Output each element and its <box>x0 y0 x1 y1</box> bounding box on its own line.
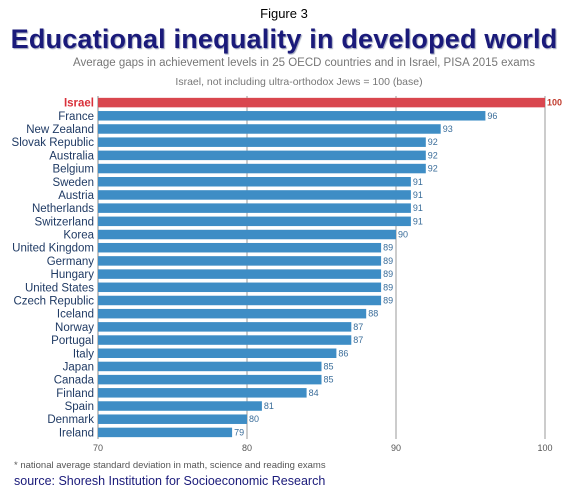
category-label-denmark: Denmark <box>47 414 94 426</box>
x-tick-90: 90 <box>391 443 401 453</box>
value-label-korea: 90 <box>398 230 408 240</box>
bar-belgium <box>98 163 426 174</box>
source-note: source: Shoresh Institution for Socioeco… <box>14 474 326 488</box>
bar-new-zealand <box>98 124 441 134</box>
category-label-israel: Israel <box>64 98 94 110</box>
bar-hungary <box>98 269 382 279</box>
category-label-norway: Norway <box>55 322 94 334</box>
value-labels: 100 96 93 92 92 92 91 91 91 91 90 89 89 89 89 89 88 87 87 8… <box>234 98 562 438</box>
value-label-france: 96 <box>487 111 497 121</box>
bar-switzerland <box>98 216 411 227</box>
bar-iceland <box>98 308 367 319</box>
category-label-japan: Japan <box>63 361 94 373</box>
category-label-italy: Italy <box>73 348 94 360</box>
bar-ireland <box>98 427 233 438</box>
bar-finland <box>98 388 307 398</box>
bar-united-kingdom <box>98 242 382 253</box>
value-label-sweden: 91 <box>413 177 423 187</box>
bar-germany <box>98 256 382 266</box>
category-label-austria: Austria <box>58 190 94 202</box>
bar-spain <box>98 401 262 411</box>
value-label-netherlands: 91 <box>413 203 423 213</box>
bar-italy <box>98 348 337 358</box>
value-label-germany: 89 <box>383 256 393 266</box>
bar-norway <box>98 322 352 332</box>
value-label-belgium: 92 <box>428 164 438 174</box>
value-label-norway: 87 <box>353 322 363 332</box>
x-tick-labels: 70 80 90 100 <box>93 443 553 453</box>
bar-japan <box>98 361 322 372</box>
category-label-iceland: Iceland <box>57 309 94 321</box>
gridlines <box>97 96 546 439</box>
category-label-hungary: Hungary <box>51 269 95 281</box>
value-label-israel: 100 <box>547 98 562 108</box>
category-label-czech-republic: Czech Republic <box>13 295 94 307</box>
bar-sweden <box>98 177 411 187</box>
category-label-belgium: Belgium <box>52 164 94 176</box>
value-label-iceland: 88 <box>368 309 378 319</box>
bar-australia <box>98 150 426 161</box>
bar-austria <box>98 190 411 200</box>
value-label-austria: 91 <box>413 190 423 200</box>
chart-title: Educational inequality in developed worl… <box>10 24 558 54</box>
bar-israel <box>98 97 545 108</box>
category-label-korea: Korea <box>63 230 94 242</box>
category-label-sweden: Sweden <box>52 177 94 189</box>
category-label-netherlands: Netherlands <box>32 203 94 215</box>
category-label-spain: Spain <box>65 401 94 413</box>
bars <box>98 97 545 438</box>
x-tick-70: 70 <box>93 443 103 453</box>
value-label-switzerland: 91 <box>413 216 423 226</box>
value-label-portugal: 87 <box>353 335 363 345</box>
bar-france <box>98 111 486 121</box>
category-label-united-states: United States <box>25 282 94 294</box>
category-label-slovak-republic: Slovak Republic <box>12 137 95 149</box>
x-tick-100: 100 <box>537 443 552 453</box>
value-label-czech-republic: 89 <box>383 295 393 305</box>
value-label-ireland: 79 <box>234 427 244 437</box>
category-label-germany: Germany <box>47 256 95 268</box>
value-label-new-zealand: 93 <box>443 124 453 134</box>
bar-united-states <box>98 282 382 293</box>
x-tick-80: 80 <box>242 443 252 453</box>
footnote: * national average standard deviation in… <box>14 460 326 471</box>
value-label-japan: 85 <box>324 361 334 371</box>
category-label-finland: Finland <box>56 388 94 400</box>
category-label-canada: Canada <box>54 375 95 387</box>
value-label-united-states: 89 <box>383 282 393 292</box>
bar-canada <box>98 374 322 385</box>
value-label-united-kingdom: 89 <box>383 243 393 253</box>
bar-denmark <box>98 414 247 424</box>
value-label-slovak-republic: 92 <box>428 137 438 147</box>
category-label-australia: Australia <box>49 150 94 162</box>
category-label-switzerland: Switzerland <box>35 216 94 228</box>
value-label-canada: 85 <box>324 375 334 385</box>
category-label-new-zealand: New Zealand <box>26 124 94 136</box>
bar-slovak-republic <box>98 137 426 147</box>
value-label-italy: 86 <box>338 348 348 358</box>
category-label-portugal: Portugal <box>51 335 94 347</box>
value-label-spain: 81 <box>264 401 274 411</box>
value-label-hungary: 89 <box>383 269 393 279</box>
bar-czech-republic <box>98 295 382 306</box>
category-label-ireland: Ireland <box>59 427 94 439</box>
figure-label: Figure 3 <box>260 6 308 21</box>
bar-korea <box>98 229 396 240</box>
bar-netherlands <box>98 203 411 213</box>
category-label-united-kingdom: United Kingdom <box>12 243 94 255</box>
value-label-denmark: 80 <box>249 414 259 424</box>
value-label-finland: 84 <box>309 388 319 398</box>
chart-subtitle: Average gaps in achievement levels in 25… <box>73 57 535 69</box>
base-note: Israel, not including ultra-orthodox Jew… <box>175 76 423 88</box>
bar-portugal <box>98 335 352 345</box>
category-label-france: France <box>58 111 94 123</box>
value-label-australia: 92 <box>428 150 438 160</box>
